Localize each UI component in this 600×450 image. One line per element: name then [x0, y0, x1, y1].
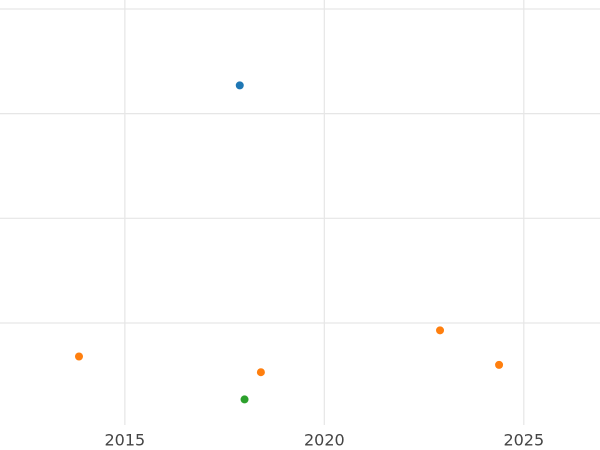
point — [256, 368, 265, 377]
x-tick-label: 2015 — [105, 431, 146, 450]
x-tick-label: 2025 — [503, 431, 544, 450]
point — [495, 360, 504, 369]
point — [436, 326, 445, 335]
point — [240, 395, 249, 404]
x-tick-label: 2020 — [304, 431, 345, 450]
point — [235, 81, 244, 90]
point — [74, 352, 83, 361]
